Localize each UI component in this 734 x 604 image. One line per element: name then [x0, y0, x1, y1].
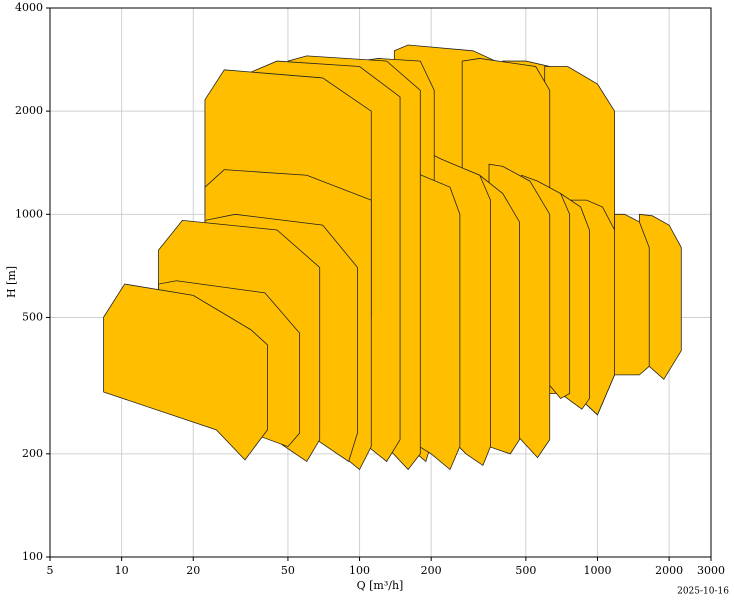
x-tick-label: 1000 — [583, 564, 611, 577]
x-tick-label: 3000 — [697, 564, 725, 577]
x-tick-label: 10 — [115, 564, 129, 577]
performance-area — [614, 213, 650, 376]
x-axis-label: Q [m³/h] — [357, 579, 404, 592]
x-tick-label: 5 — [47, 564, 54, 577]
y-tick-label: 4000 — [15, 1, 43, 14]
x-tick-label: 20 — [186, 564, 200, 577]
x-tick-label: 2000 — [655, 564, 683, 577]
y-tick-label: 2000 — [15, 104, 43, 117]
performance-area — [103, 283, 268, 461]
y-axis-label: H [m] — [5, 266, 18, 298]
x-tick-label: 500 — [515, 564, 536, 577]
plot-frame — [49, 7, 712, 558]
date-label: 2025-10-16 — [677, 587, 729, 597]
x-tick-label: 100 — [349, 564, 370, 577]
x-tick-label: 50 — [281, 564, 295, 577]
y-tick-label: 200 — [22, 447, 43, 460]
y-tick-label: 100 — [22, 550, 43, 563]
x-tick-label: 200 — [421, 564, 442, 577]
performance-area — [638, 213, 682, 380]
y-tick-label: 500 — [22, 310, 43, 323]
y-tick-label: 1000 — [15, 207, 43, 220]
